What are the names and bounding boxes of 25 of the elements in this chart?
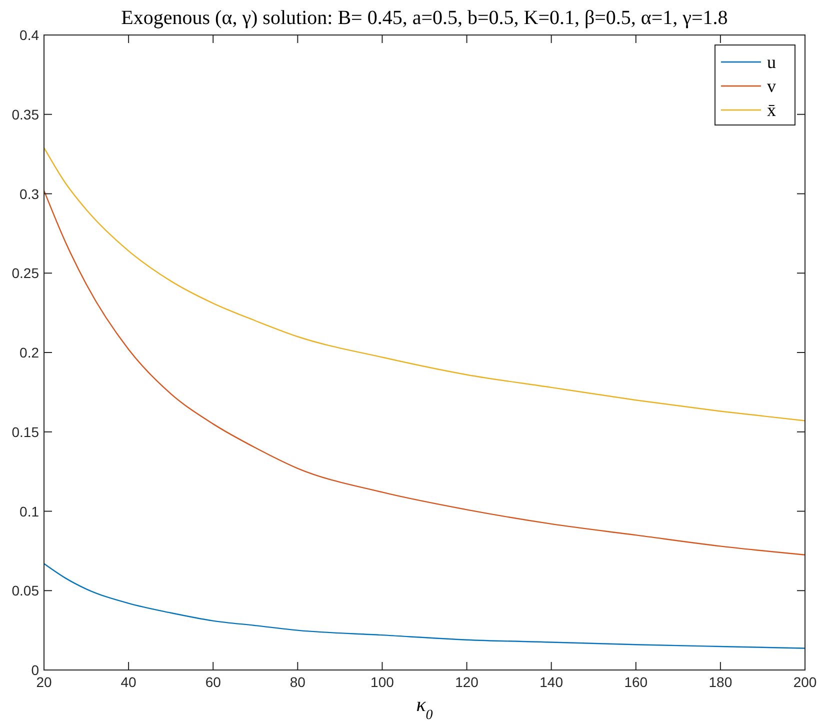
y-tick-label: 0.05 xyxy=(12,582,40,599)
x-tick-label: 200 xyxy=(793,674,817,690)
line-series xyxy=(43,147,806,422)
y-tick-label: 0.35 xyxy=(12,106,40,122)
x-tick-label: 40 xyxy=(120,674,137,690)
y-tick-label: 0.15 xyxy=(12,424,40,440)
y-tick-label: 0.25 xyxy=(12,265,40,282)
x-tick-label: 160 xyxy=(624,674,648,690)
x-tick-label: 100 xyxy=(370,674,394,690)
x-tick-label: 140 xyxy=(540,674,564,690)
y-tick-label: 0.3 xyxy=(20,186,40,202)
legend-label: v xyxy=(767,76,776,96)
y-tick-label: 0.1 xyxy=(20,503,40,520)
x-axis-title: κ$_{0}$ xyxy=(416,694,433,721)
line-series xyxy=(43,563,806,649)
x-tick-label: 60 xyxy=(205,674,222,690)
x-tick-label: 80 xyxy=(290,674,306,690)
x-tick-label: 120 xyxy=(455,674,479,690)
y-tick-label: 0.2 xyxy=(20,344,40,360)
line-series xyxy=(43,190,806,556)
chart-title: Exogenous (α, γ) solution: B= 0.45, a=0.5, b=0.5, K=0.1, β=0.5, α=1, γ=1.8 xyxy=(121,7,728,29)
legend-label: u xyxy=(767,52,776,72)
legend-label: x̄ xyxy=(767,100,776,120)
x-tick-label: 180 xyxy=(708,674,732,690)
y-tick-label: 0.4 xyxy=(20,27,40,43)
